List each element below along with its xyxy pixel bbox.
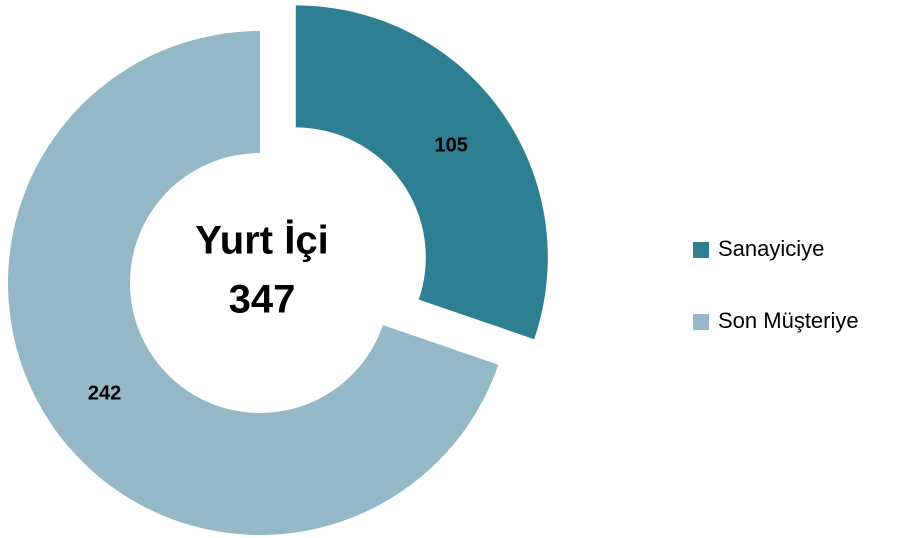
donut-slice <box>8 31 499 535</box>
data-label: 105 <box>435 135 468 157</box>
legend-label: Sanayiciye <box>718 236 824 261</box>
donut-slice <box>295 5 548 340</box>
center-label: Yurt İçi <box>195 219 328 263</box>
center-value: 347 <box>229 278 296 322</box>
legend-swatch <box>693 242 709 258</box>
legend-label: Son Müşteriye <box>718 308 859 333</box>
legend-swatch <box>693 314 709 330</box>
data-label: 242 <box>88 382 121 404</box>
